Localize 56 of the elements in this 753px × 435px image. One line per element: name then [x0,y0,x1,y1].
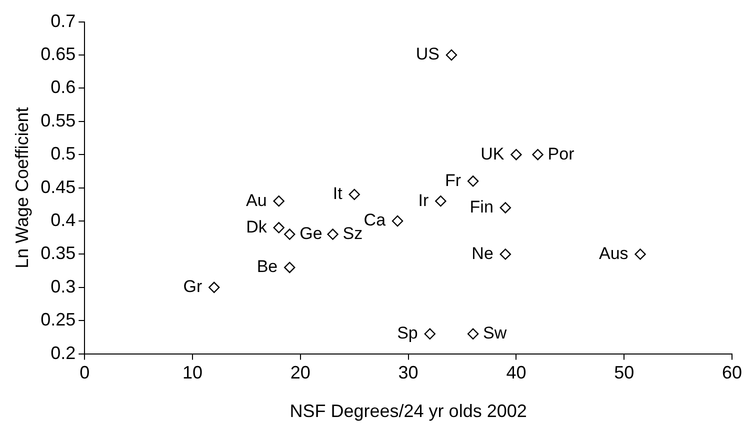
point [532,149,544,160]
annotation: Fr [445,170,462,190]
point [208,282,220,293]
annotation: Gr [183,277,202,296]
y-tick-label: 0.65 [40,44,76,64]
y-tick-label: 0.25 [40,310,76,330]
y-tick-label: 0.3 [50,276,76,296]
annotation: US [416,44,440,64]
point [467,176,479,187]
annotation: Ca [364,210,386,230]
annotation: It [332,184,343,204]
annotation: Dk [246,217,268,236]
point [348,188,360,200]
y-tick-label: 0.7 [50,10,76,31]
point [392,215,404,227]
x-tick-label: 20 [290,362,310,383]
point [446,49,458,61]
x-tick-label: 50 [614,362,634,383]
annotation: Ir [418,190,430,210]
x-tick-label: 10 [182,362,203,383]
y-tick-label: 0.55 [40,110,76,130]
annotation: Sw [483,324,508,343]
annotation: Be [256,257,278,276]
x-axis-title: NSF Degrees/24 yr olds 2002 [290,401,527,422]
point [273,195,284,207]
point [500,202,512,214]
point [510,149,522,160]
annotation: Sz [342,224,363,243]
annotation: Ge [300,224,322,243]
point [327,228,338,240]
y-tick-label: 0.6 [50,77,76,98]
point [634,248,646,260]
x-tick-label: 60 [722,362,742,383]
annotation: Por [548,144,575,164]
point [467,328,479,340]
annotation: Aus [598,244,628,263]
point [500,248,512,260]
point [424,328,436,340]
point [284,228,296,240]
y-axis-title: Ln Wage Coefficient [12,107,32,268]
x-tick-label: 30 [398,362,418,383]
annotation: Sp [397,324,418,343]
y-tick-label: 0.4 [50,210,76,230]
point [284,262,296,274]
y-tick-label: 0.45 [40,176,76,197]
point [435,195,446,207]
annotation: UK [480,144,505,164]
point [273,222,284,234]
y-tick-label: 0.2 [50,342,76,363]
annotation: Ne [472,244,494,263]
annotation: Au [246,190,267,210]
y-tick-label: 0.35 [40,243,76,264]
x-tick-label: 0 [80,362,90,383]
x-tick-label: 40 [506,362,526,383]
annotation: Fin [470,197,494,216]
y-tick-label: 0.5 [50,144,76,164]
